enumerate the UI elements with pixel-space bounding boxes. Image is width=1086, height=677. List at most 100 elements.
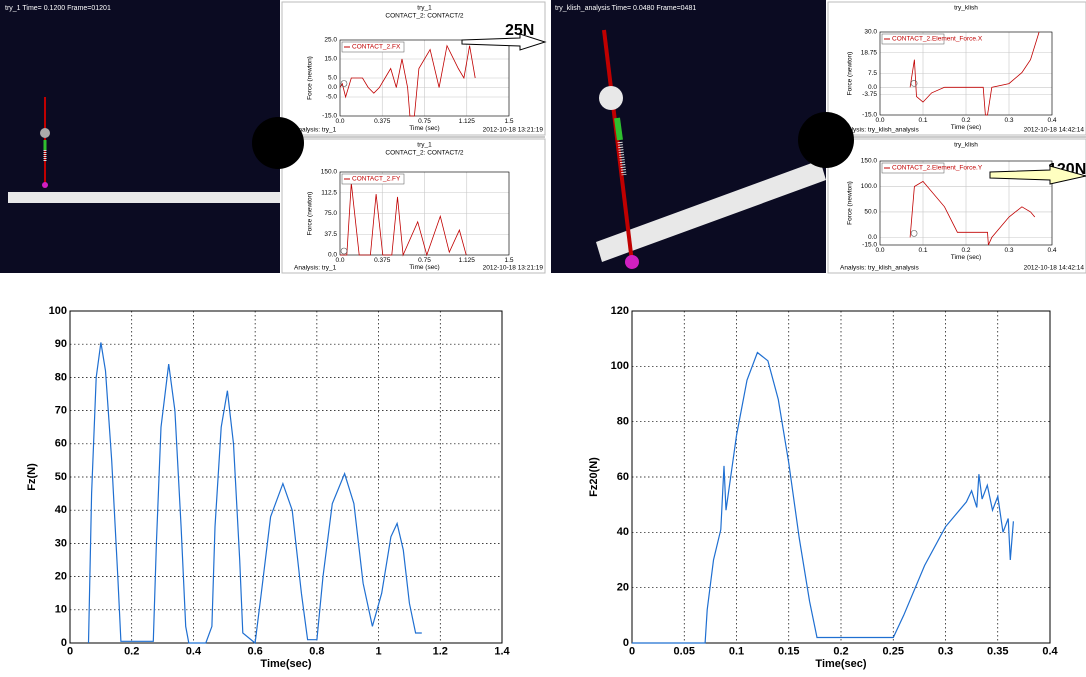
x-tick-label: 0.1 (729, 646, 744, 658)
x-tick-label: 0 (67, 646, 73, 658)
plot-border (879, 31, 1053, 116)
x-tick-label: 0.1 (918, 117, 927, 124)
y-tick-label: 30 (55, 537, 67, 549)
legend-label: CONTACT_2.Element_Force.Y (892, 165, 983, 172)
y-tick-label: 150.0 (321, 169, 338, 176)
y-tick-label: 30.0 (864, 29, 877, 36)
series-line (909, 31, 1040, 116)
y-axis-label: Force (newton) (307, 192, 314, 236)
plot-border (69, 310, 503, 644)
x-tick-label: 0.0 (875, 117, 884, 124)
y-tick-label: 150.0 (861, 158, 878, 165)
chart: 0 10 20 30 40 50 60 70 80 90 100 0 0.2 0.4 0.6 0.8 1 1.2 1… (26, 305, 511, 670)
chart-subtitle: CONTACT_2: CONTACT/2 (385, 13, 464, 20)
y-axis-label: Force (newton) (847, 52, 854, 96)
timestamp: 2012-10-18 14:42:14 (1024, 265, 1085, 272)
x-tick-label: 0.75 (418, 257, 431, 264)
x-tick-label: 0.8 (309, 646, 324, 658)
chart: 0 20 40 60 80 100 120 0 0.05 0.1 0.15 0.2 0.25 0.3 0.3… (588, 305, 1059, 670)
y-tick-label: -15.0 (862, 242, 877, 249)
y-tick-label: 0 (61, 637, 67, 649)
analysis-label: Analysis: try_klish_analysis (840, 265, 920, 272)
y-tick-label: 60 (55, 438, 67, 450)
x-tick-label: 0.4 (1047, 247, 1056, 254)
y-tick-label: 7.5 (868, 70, 877, 77)
y-axis-label: Force (newton) (307, 56, 314, 100)
x-axis-label: Time (sec) (951, 124, 981, 131)
x-tick-label: 0.75 (418, 118, 431, 125)
analysis-label: Analysis: try_1 (294, 265, 337, 272)
x-tick-label: 1.125 (459, 257, 476, 264)
x-tick-label: 0.3 (1004, 117, 1013, 124)
x-tick-label: 0.6 (247, 646, 262, 658)
chart-title: try_klish (954, 5, 978, 12)
y-tick-label: 70 (55, 405, 67, 417)
annotation-arrow (989, 165, 1086, 185)
y-tick-label: 20 (617, 582, 629, 594)
y-tick-label: 100 (611, 360, 629, 372)
y-tick-label: -5.0 (326, 94, 338, 101)
series-line (339, 44, 476, 117)
x-tick-label: 0.2 (124, 646, 139, 658)
cursor-marker (340, 247, 348, 255)
x-axis-label: Time (sec) (951, 254, 981, 261)
x-axis-label: Time (sec) (409, 125, 439, 132)
x-tick-label: 0.1 (918, 247, 927, 254)
viewport-header: try_klish_analysis Time= 0.0480 Frame=04… (555, 5, 696, 12)
x-tick-label: 0.25 (883, 646, 904, 658)
x-tick-label: 0.15 (778, 646, 799, 658)
chart: -15.0 -5.0 0.0 5.0 15.0 25.0 0.0 0.375 0.75 1.125… (281, 1, 546, 136)
legend-label: CONTACT_2.FY (352, 176, 401, 183)
y-axis-label: Fz(N) (26, 463, 38, 491)
legend-box (881, 33, 945, 45)
y-tick-label: 90 (55, 338, 67, 350)
y-tick-label: -15.0 (322, 113, 337, 120)
charts: -15.0 -5.0 0.0 5.0 15.0 25.0 0.0 0.375 0.75 1.125… (26, 1, 1086, 670)
chart-title: try_1 (417, 142, 432, 149)
y-axis-label: Force (newton) (847, 181, 854, 225)
y-tick-label: 18.75 (861, 49, 878, 56)
tip-ball (42, 182, 48, 188)
analysis-label: Analysis: try_1 (294, 127, 337, 134)
ball (40, 128, 50, 138)
y-tick-label: 15.0 (324, 56, 337, 63)
cursor-marker (910, 80, 918, 87)
x-tick-label: 0.2 (961, 247, 970, 254)
x-tick-label: 0.4 (186, 646, 202, 658)
x-tick-label: 0.3 (1004, 247, 1013, 254)
timestamp: 2012-10-18 14:42:14 (1024, 127, 1085, 134)
x-tick-label: 0.375 (374, 118, 391, 125)
rod (602, 29, 634, 263)
y-tick-label: 0 (623, 637, 629, 649)
x-tick-label: 0 (629, 646, 635, 658)
timestamp: 2012-10-18 13:21:19 (483, 127, 544, 134)
y-tick-label: 25.0 (324, 37, 337, 44)
viewport-header: try_1 Time= 0.1200 Frame=01201 (5, 5, 111, 12)
cursor-marker (910, 230, 918, 237)
spring (617, 141, 627, 176)
x-tick-label: 0.4 (1047, 117, 1056, 124)
ground (8, 192, 280, 203)
y-tick-label: 80 (617, 416, 629, 428)
x-tick-label: 0.375 (374, 257, 391, 264)
x-tick-label: 0.2 (833, 646, 848, 658)
legend-label: CONTACT_2.Element_Force.X (892, 36, 983, 43)
black-disc (252, 117, 304, 169)
x-tick-label: 1.125 (459, 118, 476, 125)
plot-border (339, 39, 510, 117)
y-axis-label: Fz20(N) (588, 457, 600, 497)
x-tick-label: 1 (376, 646, 382, 658)
ball (599, 86, 623, 110)
legend-box (341, 41, 405, 53)
x-tick-label: 1.2 (433, 646, 448, 658)
y-tick-label: 20 (55, 571, 67, 583)
y-tick-label: 0.0 (328, 252, 337, 259)
x-axis-label: Time (sec) (409, 264, 439, 271)
y-tick-label: 0.0 (328, 84, 337, 91)
series-line (909, 180, 1036, 246)
plot-border (339, 171, 510, 256)
ground (596, 160, 826, 262)
x-tick-label: 1.5 (504, 118, 513, 125)
